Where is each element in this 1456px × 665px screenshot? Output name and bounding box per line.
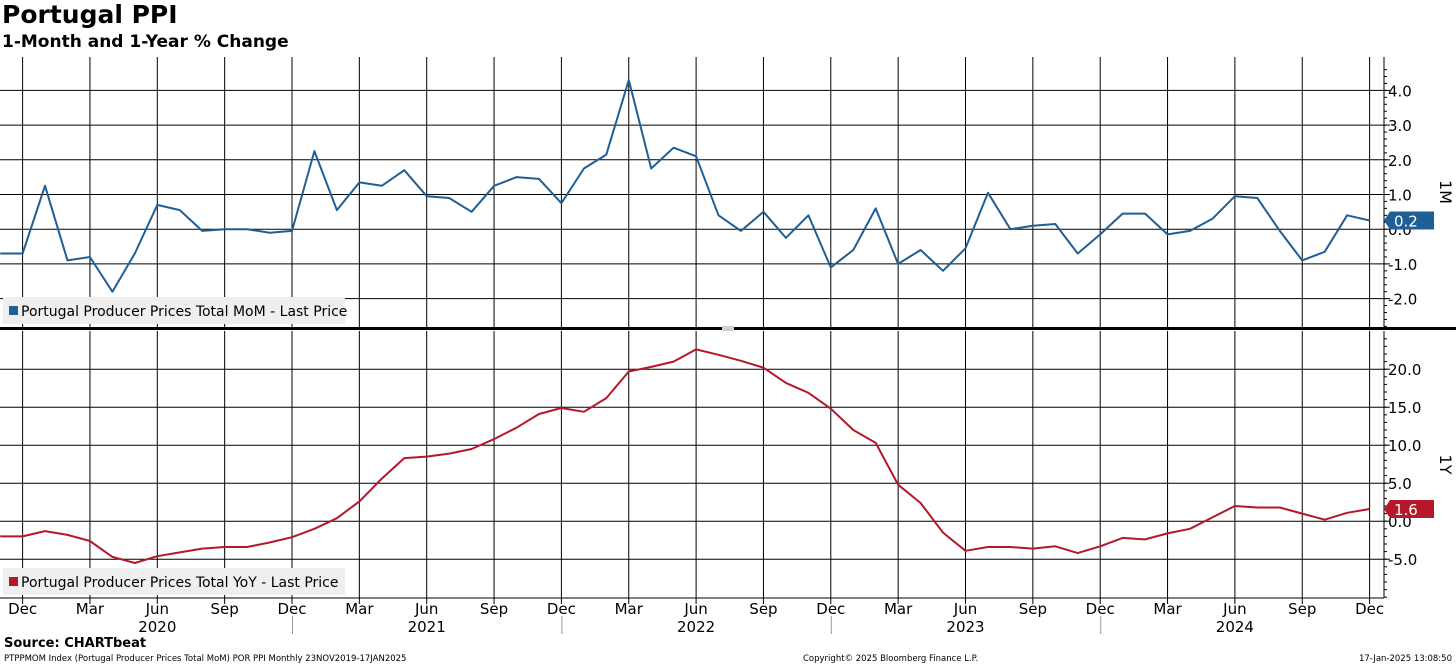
x-year-label: 2022 <box>677 618 715 636</box>
x-tick-label: Mar <box>884 600 913 618</box>
x-year-label: 2024 <box>1216 618 1254 636</box>
y-tick-label: 2.0 <box>1388 152 1412 170</box>
bottom-axis-label: 1Y <box>1436 455 1455 475</box>
x-axis: Dec Mar Jun Sep Dec Mar Jun Sep Dec Mar Jun Sep Dec M… <box>0 597 1384 636</box>
timestamp-text: 17-Jan-2025 13:08:50 <box>1358 654 1452 664</box>
y-tick-label: 3.0 <box>1388 117 1412 135</box>
legend-label: Portugal Producer Prices Total YoY - Las… <box>21 575 339 591</box>
copyright-text: Copyright© 2025 Bloomberg Finance L.P. <box>803 654 979 664</box>
badge-background <box>1384 500 1434 519</box>
bottom-last-value-badge: 1.6 <box>1384 500 1434 519</box>
x-tick-label: Mar <box>345 600 374 618</box>
y-tick-label: 1.0 <box>1388 187 1412 205</box>
x-tick-label: Jun <box>953 600 977 618</box>
x-tick-label: Sep <box>1019 600 1047 618</box>
x-tick-label: Sep <box>749 600 777 618</box>
x-tick-label: Jun <box>414 600 438 618</box>
x-tick-label: Jun <box>683 600 707 618</box>
legend-swatch <box>9 306 18 315</box>
x-tick-label: Jun <box>145 600 169 618</box>
y-tick-label: -5.0 <box>1388 551 1417 569</box>
bottom-series-line <box>0 348 1370 564</box>
bottom-legend: Portugal Producer Prices Total YoY - Las… <box>3 568 345 595</box>
x-tick-label: Sep <box>1288 600 1316 618</box>
top-axis-label: 1M <box>1436 180 1455 204</box>
y-tick-label: -1.0 <box>1388 256 1417 274</box>
top-last-value-badge: 0.2 <box>1384 211 1434 231</box>
x-tick-label: Dec <box>816 600 845 618</box>
y-tick-label: -2.0 <box>1388 291 1417 309</box>
page-title: Portugal PPI <box>2 0 178 29</box>
x-tick-label: Dec <box>1086 600 1115 618</box>
x-tick-label: Mar <box>615 600 644 618</box>
last-value-label: 1.6 <box>1394 501 1418 519</box>
x-tick-label: Dec <box>1355 600 1384 618</box>
y-tick-label: 4.0 <box>1388 82 1412 100</box>
x-tick-label: Dec <box>8 600 37 618</box>
x-tick-label: Dec <box>277 600 306 618</box>
y-tick-label: 5.0 <box>1388 475 1412 493</box>
legend-background <box>3 297 345 324</box>
x-tick-label: Dec <box>547 600 576 618</box>
page-subtitle: 1-Month and 1-Year % Change <box>2 32 289 52</box>
source-label: Source: CHARTbeat <box>4 636 147 651</box>
y-tick-label: 10.0 <box>1388 437 1421 455</box>
panel-resize-handle[interactable] <box>722 326 734 331</box>
legend-background <box>3 568 345 595</box>
x-tick-label: Sep <box>211 600 239 618</box>
x-tick-label: Sep <box>480 600 508 618</box>
x-year-label: 2020 <box>138 618 176 636</box>
legend-label: Portugal Producer Prices Total MoM - Las… <box>21 304 347 320</box>
legend-swatch <box>9 577 18 586</box>
x-year-label: 2021 <box>408 618 446 636</box>
badge-background <box>1384 211 1434 230</box>
top-legend: Portugal Producer Prices Total MoM - Las… <box>3 297 347 324</box>
x-tick-label: Mar <box>1153 600 1182 618</box>
x-tick-label: Mar <box>76 600 105 618</box>
last-value-label: 0.2 <box>1394 213 1418 231</box>
x-tick-label: Jun <box>1222 600 1246 618</box>
y-tick-label: 15.0 <box>1388 399 1421 417</box>
y-tick-label: 20.0 <box>1388 361 1421 379</box>
top-series-line <box>0 79 1370 293</box>
ticker-info: PTPPMOM Index (Portugal Producer Prices … <box>4 654 407 664</box>
x-year-label: 2023 <box>946 618 984 636</box>
